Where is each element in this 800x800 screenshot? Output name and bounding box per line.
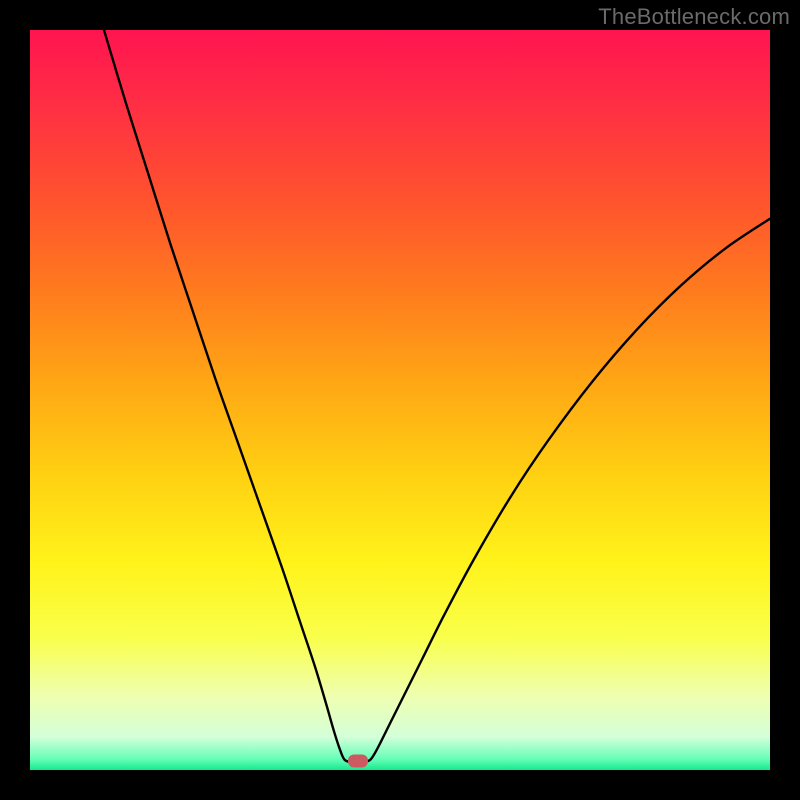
bottleneck-curve (30, 30, 770, 770)
chart-frame: TheBottleneck.com (0, 0, 800, 800)
minimum-marker (348, 755, 368, 768)
plot-area (30, 30, 770, 770)
watermark-text: TheBottleneck.com (598, 4, 790, 30)
